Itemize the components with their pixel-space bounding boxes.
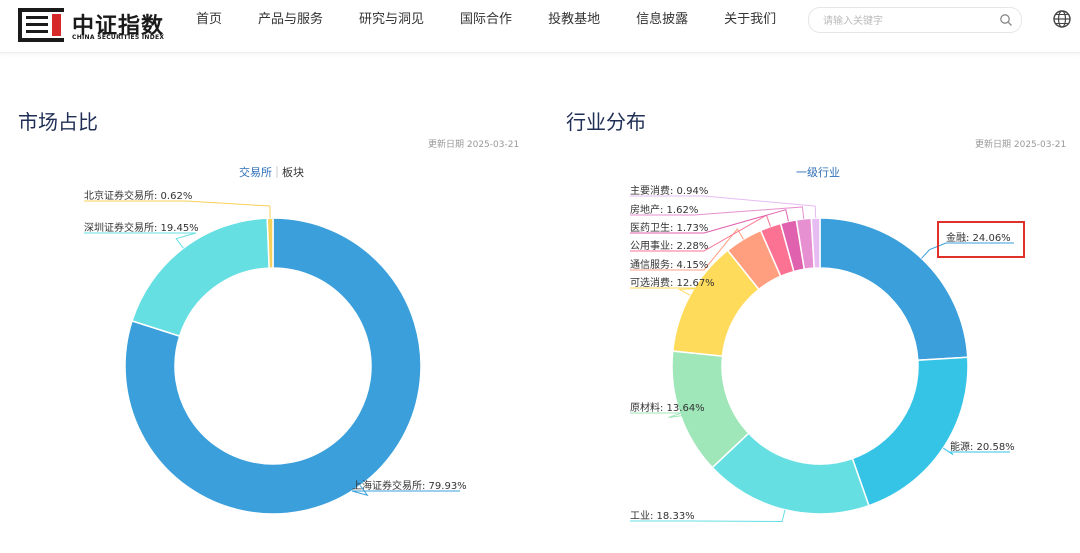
market-updated-date: 更新日期 2025-03-21 <box>428 140 520 150</box>
leader-line <box>703 228 744 271</box>
data-label: 房地产: 1.62% <box>630 203 698 216</box>
leader-line <box>703 195 817 219</box>
donut-slice[interactable] <box>851 356 969 507</box>
data-label: 可选消费: 12.67% <box>630 276 715 289</box>
nav-products[interactable]: 产品与服务 <box>258 12 324 27</box>
donut-slice[interactable] <box>819 217 969 362</box>
donut-slice[interactable] <box>810 217 821 269</box>
data-label: 能源: 20.58% <box>950 440 1015 453</box>
nav-research[interactable]: 研究与洞见 <box>359 12 425 27</box>
nav-disclosure[interactable]: 信息披露 <box>636 12 689 27</box>
logo-icon <box>18 8 64 42</box>
industry-updated-date: 更新日期 2025-03-21 <box>975 140 1067 150</box>
logo-subtext: CHINA SECURITIES INDEX <box>72 34 165 41</box>
industry-donut: 金融: 24.06% 能源: 20.58% 工业: 18.33% 原材料: 13.64… <box>630 184 1015 522</box>
tab-board[interactable]: 板块 <box>282 165 304 179</box>
logo-text: 中证指数 <box>72 14 165 39</box>
donut-slice[interactable] <box>124 217 422 515</box>
search-box <box>808 7 1022 33</box>
data-label: 工业: 18.33% <box>630 510 695 522</box>
data-label: 深圳证券交易所: 19.45% <box>84 221 199 234</box>
main-nav: 首页 产品与服务 研究与洞见 国际合作 投教基地 信息披露 关于我们 <box>196 0 812 52</box>
data-label: 金融: 24.06% <box>946 231 1011 244</box>
top-header: 中证指数 CHINA SECURITIES INDEX 首页 产品与服务 研究与… <box>0 0 1080 53</box>
data-label: 原材料: 13.64% <box>630 401 705 414</box>
nav-education[interactable]: 投教基地 <box>548 12 601 27</box>
donut-slice[interactable] <box>266 217 274 269</box>
industry-distribution-title: 行业分布 <box>566 110 646 134</box>
search-icon[interactable] <box>999 13 1013 27</box>
search-input[interactable] <box>821 11 995 31</box>
nav-international[interactable]: 国际合作 <box>460 12 513 27</box>
data-label: 公用事业: 2.28% <box>630 239 708 252</box>
data-label: 主要消费: 0.94% <box>630 184 708 197</box>
globe-icon[interactable] <box>1052 9 1072 29</box>
data-label: 上海证券交易所: 79.93% <box>352 479 467 492</box>
data-label: 通信服务: 4.15% <box>630 258 708 271</box>
tab-level1-industry[interactable]: 一级行业 <box>796 166 840 179</box>
leader-line <box>175 232 197 249</box>
nav-about[interactable]: 关于我们 <box>724 12 777 27</box>
leader-line <box>693 206 805 219</box>
market-share-donut: 上海证券交易所: 79.93% 深圳证券交易所: 19.45% 北京证券交易所: 0… <box>84 189 467 515</box>
market-share-title: 市场占比 <box>18 110 98 134</box>
donut-slice[interactable] <box>131 217 270 338</box>
leader-line <box>693 509 786 522</box>
nav-home[interactable]: 首页 <box>196 12 223 27</box>
leader-line <box>668 412 703 418</box>
leader-line <box>703 209 789 234</box>
data-label: 医药卫生: 1.73% <box>630 221 708 234</box>
leader-line <box>185 200 271 219</box>
highlight-box <box>937 221 1025 258</box>
logo[interactable]: 中证指数 CHINA SECURITIES INDEX <box>18 6 178 44</box>
tab-exchange[interactable]: 交易所 <box>239 165 272 179</box>
data-label: 北京证券交易所: 0.62% <box>84 189 192 202</box>
